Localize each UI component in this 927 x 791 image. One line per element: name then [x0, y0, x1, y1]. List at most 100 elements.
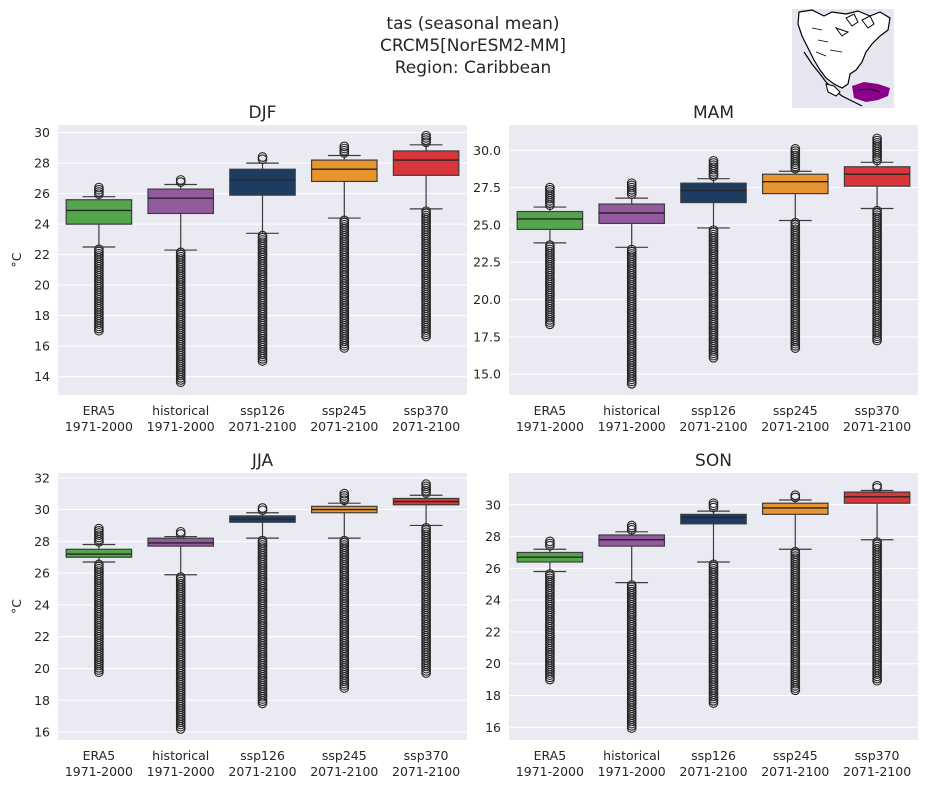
- panel-title: DJF: [249, 103, 277, 123]
- panel-title: SON: [695, 451, 732, 471]
- flier-high: [94, 536, 104, 547]
- y-tick-label: 24: [34, 217, 50, 232]
- x-tick-label: ERA5: [534, 748, 567, 763]
- panel-djf: 141618202224262830DJF°CERA51971-2000hist…: [9, 103, 467, 434]
- x-tick-label: ssp245: [773, 748, 818, 763]
- box-iqr: [761, 173, 829, 195]
- x-tick-period: 1971-2000: [598, 764, 666, 779]
- x-tick-label: historical: [603, 748, 660, 763]
- x-tick-period: 2071-2100: [761, 764, 829, 779]
- flier-low: [545, 674, 555, 685]
- x-tick-period: 2071-2100: [392, 764, 460, 779]
- x-tick-label: historical: [603, 403, 660, 418]
- x-tick-period: 2071-2100: [843, 764, 911, 779]
- x-tick-period: 2071-2100: [392, 419, 460, 434]
- y-tick-label: 25.0: [473, 217, 501, 232]
- flier-high: [872, 155, 882, 166]
- y-tick-label: 32: [34, 470, 50, 485]
- x-tick-period: 1971-2000: [65, 764, 133, 779]
- box-iqr: [761, 502, 829, 515]
- box-iqr: [843, 491, 911, 504]
- y-tick-label: 15.0: [473, 367, 501, 382]
- x-tick-period: 1971-2000: [147, 764, 215, 779]
- x-tick-label: ssp126: [691, 748, 736, 763]
- y-tick-label: 16: [34, 339, 50, 354]
- y-tick-label: 17.5: [473, 329, 501, 344]
- title-line-2: CRCM5[NorESM2-MM]: [380, 36, 566, 56]
- flier-low: [626, 723, 637, 733]
- y-tick-label: 30: [34, 502, 50, 517]
- y-tick-label: 27.5: [473, 180, 501, 195]
- box-iqr: [516, 210, 584, 231]
- x-tick-period: 1971-2000: [65, 419, 133, 434]
- y-tick-label: 26: [34, 186, 50, 201]
- caribbean-region: [852, 82, 890, 102]
- x-tick-label: ssp370: [404, 748, 449, 763]
- flier-high: [421, 488, 431, 498]
- y-tick-label: 28: [34, 156, 50, 171]
- x-tick-period: 2071-2100: [310, 764, 378, 779]
- y-tick-label: 22: [34, 247, 50, 262]
- flier-low: [421, 331, 431, 342]
- y-tick-label: 26: [34, 566, 50, 581]
- flier-low: [175, 377, 186, 388]
- flier-low: [790, 343, 801, 353]
- flier-high: [545, 540, 555, 551]
- x-tick-period: 2071-2100: [679, 419, 747, 434]
- flier-low: [708, 698, 719, 708]
- north-america-map-icon: [792, 9, 894, 108]
- box-iqr: [147, 188, 215, 215]
- flier-high: [708, 502, 719, 513]
- y-tick-label: 30: [485, 497, 501, 512]
- x-tick-period: 2071-2100: [761, 419, 829, 434]
- box-iqr: [392, 150, 460, 176]
- box-iqr: [310, 159, 378, 183]
- figure-title: tas (seasonal mean) CRCM5[NorESM2-MM] Re…: [380, 14, 566, 78]
- flier-low: [257, 356, 268, 366]
- title-line-3: Region: Caribbean: [395, 58, 552, 78]
- y-tick-label: 18: [34, 308, 50, 323]
- flier-high: [545, 200, 555, 211]
- x-tick-label: ssp126: [691, 403, 736, 418]
- x-tick-label: historical: [152, 748, 209, 763]
- box-iqr: [680, 513, 747, 525]
- flier-high: [175, 177, 186, 187]
- y-tick-label: 16: [34, 725, 50, 740]
- flier-high: [257, 505, 268, 516]
- panel-jja: 161820222426283032JJA°CERA51971-2000hist…: [9, 451, 467, 779]
- x-tick-label: ssp370: [855, 403, 900, 418]
- flier-high: [339, 148, 350, 158]
- box-iqr: [598, 534, 666, 547]
- x-tick-period: 1971-2000: [147, 419, 215, 434]
- x-tick-period: 2071-2100: [228, 419, 296, 434]
- flier-high: [790, 492, 801, 503]
- flier-high: [339, 495, 350, 506]
- flier-high: [626, 524, 637, 535]
- flier-low: [872, 675, 882, 686]
- y-tick-label: 24: [34, 597, 50, 612]
- y-tick-label: 20: [485, 656, 501, 671]
- flier-low: [545, 319, 555, 330]
- box-iqr: [65, 548, 133, 558]
- y-tick-label: 20: [34, 278, 50, 293]
- x-tick-label: ssp245: [322, 748, 367, 763]
- box-iqr: [680, 182, 747, 204]
- x-tick-period: 2071-2100: [310, 419, 378, 434]
- x-tick-period: 2071-2100: [679, 764, 747, 779]
- x-tick-label: ssp245: [773, 403, 818, 418]
- y-tick-label: 24: [485, 593, 501, 608]
- y-tick-label: 14: [34, 369, 50, 384]
- y-axis-label: °C: [9, 252, 24, 267]
- panel-mam: 15.017.520.022.525.027.530.0MAMERA51971-…: [473, 103, 918, 434]
